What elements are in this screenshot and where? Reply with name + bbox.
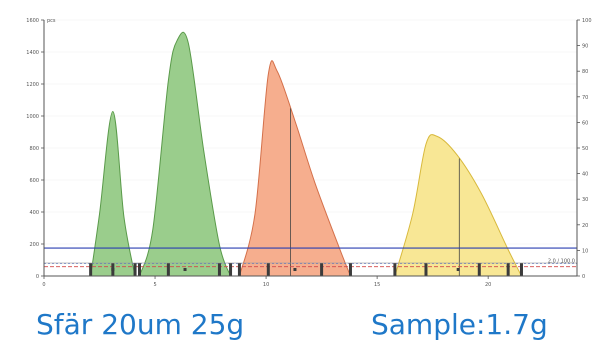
- gate-center-mark: [183, 268, 187, 271]
- gate-mark: [519, 263, 523, 276]
- peaks-layer: [90, 31, 523, 277]
- gate-mark: [424, 263, 428, 276]
- threshold-label: 2.0 / 100.0: [548, 259, 575, 265]
- gate-mark: [133, 263, 137, 276]
- chart-svg: 2.0 / 100.0 1600140012001000800600400200…: [26, 18, 591, 288]
- y-right-tick-label: 100: [582, 18, 592, 24]
- peak-area-2: [138, 31, 232, 277]
- x-tick-label: 20: [485, 282, 491, 288]
- gate-mark: [348, 263, 352, 276]
- gate-mark: [137, 263, 141, 276]
- gate-mark: [266, 263, 270, 276]
- caption-sample-label: Sample:1.7g: [371, 308, 548, 341]
- peak-area-4: [394, 134, 523, 277]
- gate-center-mark: [293, 268, 297, 271]
- y-left-unit-label: pcs: [47, 18, 56, 24]
- gate-mark: [320, 263, 324, 276]
- gate-center-mark: [456, 268, 460, 271]
- peak-area-1: [90, 111, 136, 277]
- y-right-tick-label: 40: [582, 172, 588, 178]
- peak-area-3: [238, 60, 352, 277]
- gate-mark: [166, 263, 170, 276]
- x-tick-label: 5: [153, 282, 156, 288]
- y-left-tick-label: 800: [29, 146, 39, 152]
- x-tick-label: 15: [374, 282, 380, 288]
- x-tick-label: 0: [42, 282, 45, 288]
- y-left-tick-label: 1600: [26, 18, 39, 24]
- gate-mark: [237, 263, 241, 276]
- y-right-tick-label: 70: [582, 95, 588, 101]
- y-left-tick-label: 600: [29, 178, 39, 184]
- y-right-tick-label: 50: [582, 146, 588, 152]
- y-left-tick-label: 400: [29, 210, 39, 216]
- caption-standard-label: Sfär 20um 25g: [36, 308, 245, 341]
- chart-area: 2.0 / 100.0 1600 1400 1200 1000 800 600 400 200…: [26, 18, 591, 288]
- y-left-tick-label: 0: [36, 274, 39, 280]
- y-right-tick-label: 10: [582, 248, 588, 254]
- y-left-tick-label: 1400: [26, 50, 39, 56]
- gate-center-mark: [111, 268, 115, 271]
- lines-layer: 2.0 / 100.0: [44, 108, 577, 276]
- y-right-tick-label: 60: [582, 120, 588, 126]
- caption: Sfär 20um 25g Sample:1.7g: [0, 300, 601, 352]
- y-right-tick-label: 0: [582, 274, 585, 280]
- y-left-tick-label: 200: [29, 242, 39, 248]
- y-right-tick-label: 90: [582, 44, 588, 50]
- x-tick-label: 10: [263, 282, 269, 288]
- y-left-tick-label: 1000: [26, 114, 39, 120]
- y-right-tick-label: 20: [582, 223, 588, 229]
- gate-mark: [217, 263, 221, 276]
- y-left-tick-label: 1200: [26, 82, 39, 88]
- y-right-tick-label: 80: [582, 69, 588, 75]
- y-right-tick-label: 30: [582, 197, 588, 203]
- gate-mark: [393, 263, 397, 276]
- gate-mark: [477, 263, 481, 276]
- gate-mark: [89, 263, 93, 276]
- gate-mark: [229, 263, 233, 276]
- gate-mark: [506, 263, 510, 276]
